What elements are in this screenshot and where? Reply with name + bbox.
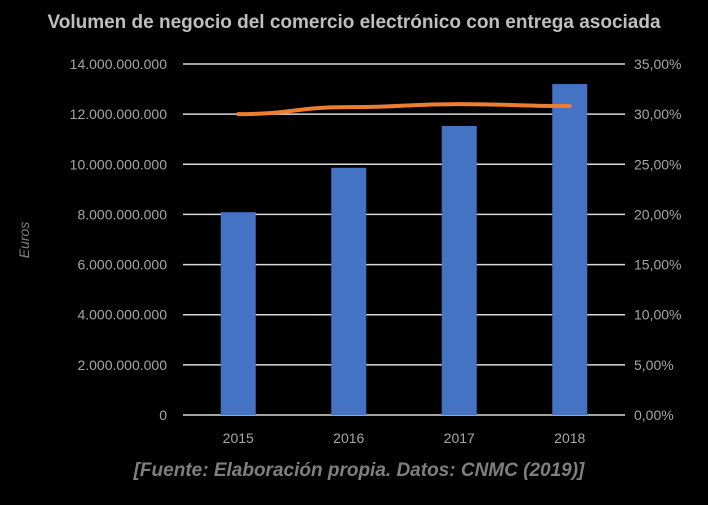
bar-2015 bbox=[221, 212, 256, 415]
y2-tick-label: 10,00% bbox=[634, 307, 681, 323]
y2-tick-label: 20,00% bbox=[634, 206, 681, 222]
y-tick-label: 0 bbox=[159, 407, 167, 423]
y-tick-label: 4.000.000.000 bbox=[77, 307, 167, 323]
percentage-line bbox=[238, 104, 570, 114]
y2-tick-label: 35,00% bbox=[634, 56, 681, 72]
bar-2017 bbox=[442, 126, 477, 415]
y-tick-label: 6.000.000.000 bbox=[77, 257, 167, 273]
bar-2016 bbox=[331, 168, 366, 415]
y2-tick-label: 30,00% bbox=[634, 106, 681, 122]
x-tick-label: 2018 bbox=[554, 430, 585, 446]
y-tick-label: 14.000.000.000 bbox=[70, 56, 168, 72]
y2-tick-label: 5,00% bbox=[634, 357, 674, 373]
bar-2018 bbox=[552, 84, 587, 415]
y-tick-label: 12.000.000.000 bbox=[70, 106, 168, 122]
y2-tick-label: 25,00% bbox=[634, 156, 681, 172]
y-tick-label: 8.000.000.000 bbox=[77, 206, 167, 222]
x-tick-label: 2016 bbox=[333, 430, 364, 446]
x-tick-label: 2015 bbox=[223, 430, 254, 446]
y2-tick-label: 0,00% bbox=[634, 407, 674, 423]
x-tick-label: 2017 bbox=[444, 430, 475, 446]
y-tick-label: 10.000.000.000 bbox=[70, 156, 168, 172]
y-tick-label: 2.000.000.000 bbox=[77, 357, 167, 373]
y2-tick-label: 15,00% bbox=[634, 257, 681, 273]
source-note: [Fuente: Elaboración propia. Datos: CNMC… bbox=[133, 460, 585, 481]
y-axis-label: Euros bbox=[16, 222, 32, 259]
chart-title: Volumen de negocio del comercio electrón… bbox=[47, 12, 661, 33]
